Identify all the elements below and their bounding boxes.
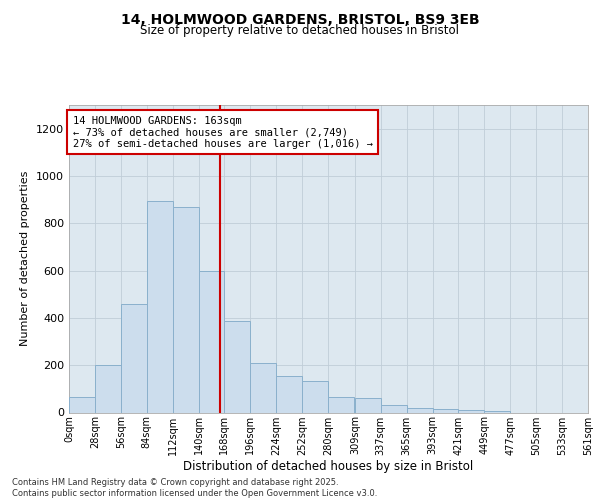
Bar bbox=[199, 270, 224, 412]
Bar bbox=[224, 322, 250, 412]
Bar bbox=[328, 397, 354, 412]
Bar bbox=[173, 206, 199, 412]
Bar bbox=[276, 376, 302, 412]
Text: 14, HOLMWOOD GARDENS, BRISTOL, BS9 3EB: 14, HOLMWOOD GARDENS, BRISTOL, BS9 3EB bbox=[121, 12, 479, 26]
Bar bbox=[433, 409, 458, 412]
Bar bbox=[121, 304, 147, 412]
Bar bbox=[355, 398, 381, 412]
Y-axis label: Number of detached properties: Number of detached properties bbox=[20, 171, 31, 346]
Bar bbox=[95, 365, 121, 412]
Text: 14 HOLMWOOD GARDENS: 163sqm
← 73% of detached houses are smaller (2,749)
27% of : 14 HOLMWOOD GARDENS: 163sqm ← 73% of det… bbox=[73, 116, 373, 149]
X-axis label: Distribution of detached houses by size in Bristol: Distribution of detached houses by size … bbox=[184, 460, 473, 473]
Text: Contains HM Land Registry data © Crown copyright and database right 2025.
Contai: Contains HM Land Registry data © Crown c… bbox=[12, 478, 377, 498]
Bar bbox=[484, 410, 510, 412]
Bar bbox=[147, 202, 173, 412]
Bar bbox=[250, 363, 276, 412]
Bar bbox=[381, 406, 407, 412]
Text: Size of property relative to detached houses in Bristol: Size of property relative to detached ho… bbox=[140, 24, 460, 37]
Bar bbox=[69, 397, 95, 412]
Bar bbox=[302, 380, 328, 412]
Bar bbox=[407, 408, 433, 412]
Bar bbox=[458, 410, 484, 412]
